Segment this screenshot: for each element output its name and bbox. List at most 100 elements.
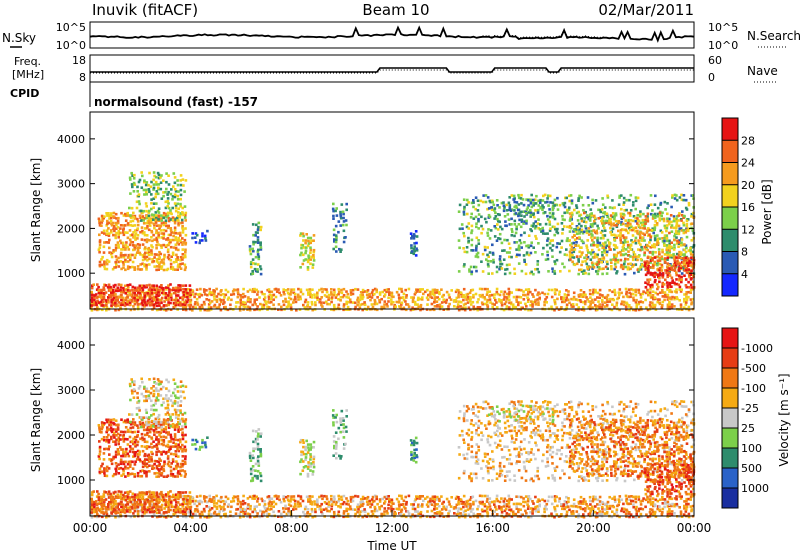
power-cell bbox=[157, 302, 161, 306]
velocity-cell bbox=[500, 511, 504, 514]
power-cell bbox=[562, 203, 566, 207]
power-cell bbox=[143, 305, 146, 308]
power-cell bbox=[381, 290, 384, 294]
velocity-cell bbox=[309, 502, 312, 506]
power-cell bbox=[169, 238, 173, 242]
power-cell bbox=[119, 260, 123, 263]
power-cell bbox=[618, 308, 621, 312]
power-cell bbox=[361, 288, 365, 292]
velocity-cell bbox=[184, 513, 188, 516]
power-cell bbox=[121, 296, 124, 300]
power-cell bbox=[687, 280, 690, 284]
power-cell bbox=[573, 228, 576, 232]
power-cell bbox=[561, 214, 564, 218]
velocity-cell bbox=[442, 505, 445, 508]
power-cell bbox=[215, 300, 219, 303]
power-cell bbox=[596, 239, 599, 242]
velocity-cell bbox=[553, 495, 557, 498]
velocity-cell bbox=[167, 505, 170, 509]
power-cell bbox=[574, 244, 577, 247]
power-cell bbox=[181, 248, 185, 251]
power-cell bbox=[130, 295, 134, 298]
power-cell bbox=[544, 201, 547, 204]
power-cell bbox=[608, 206, 612, 209]
power-cell bbox=[658, 268, 661, 272]
power-cell bbox=[171, 238, 175, 242]
power-cell bbox=[574, 230, 578, 233]
power-cell bbox=[339, 216, 343, 220]
velocity-cell bbox=[574, 515, 578, 518]
power-cell bbox=[191, 305, 195, 309]
velocity-cell bbox=[351, 499, 355, 503]
power-cell bbox=[258, 296, 261, 299]
power-cell bbox=[256, 253, 260, 256]
power-cell bbox=[681, 210, 684, 213]
velocity-cell bbox=[543, 510, 546, 514]
power-cell bbox=[169, 283, 172, 286]
power-cell bbox=[656, 273, 660, 277]
velocity-cell bbox=[290, 495, 293, 498]
velocity-cell bbox=[100, 502, 103, 505]
velocity-cell bbox=[219, 515, 223, 519]
power-cell bbox=[467, 306, 471, 309]
power-cell bbox=[517, 193, 520, 197]
power-cell bbox=[335, 236, 338, 239]
power-cell bbox=[180, 218, 184, 222]
power-cell bbox=[558, 250, 562, 254]
velocity-cell bbox=[426, 495, 429, 499]
velocity-cell bbox=[536, 500, 539, 503]
power-cell bbox=[679, 264, 683, 268]
power-cell bbox=[670, 290, 673, 294]
velocity-cell bbox=[405, 503, 408, 506]
power-cell bbox=[191, 236, 194, 240]
power-cell bbox=[639, 215, 642, 218]
power-cell bbox=[152, 171, 156, 174]
power-cell bbox=[583, 302, 587, 306]
power-cell bbox=[644, 291, 648, 295]
power-cell bbox=[143, 294, 147, 297]
power-cell bbox=[440, 305, 444, 308]
power-cell bbox=[486, 259, 490, 263]
power-cell bbox=[127, 253, 131, 257]
power-cell bbox=[656, 263, 659, 267]
power-cell bbox=[566, 225, 569, 229]
power-cell bbox=[296, 295, 300, 299]
power-cell bbox=[171, 195, 175, 198]
power-cell bbox=[436, 296, 439, 299]
power-cell bbox=[421, 296, 424, 299]
power-cell bbox=[114, 283, 117, 287]
power-cell bbox=[141, 258, 145, 262]
power-cell bbox=[107, 298, 110, 302]
power-cell bbox=[120, 241, 123, 245]
power-cell bbox=[306, 268, 310, 271]
power-cell bbox=[678, 267, 681, 270]
velocity-cell bbox=[524, 500, 527, 504]
power-cell bbox=[575, 303, 579, 306]
power-cell bbox=[136, 223, 140, 227]
power-cell bbox=[107, 301, 110, 304]
power-cell bbox=[556, 242, 559, 245]
power-cell bbox=[145, 263, 148, 267]
power-cell bbox=[651, 209, 654, 212]
power-cell bbox=[138, 284, 142, 288]
power-cell bbox=[524, 302, 527, 306]
power-cell bbox=[486, 234, 490, 237]
velocity-cell bbox=[282, 495, 285, 498]
power-cell bbox=[183, 254, 187, 257]
power-cell bbox=[173, 221, 177, 225]
velocity-cell bbox=[488, 497, 492, 500]
power-cell bbox=[513, 241, 516, 244]
velocity-cell bbox=[393, 511, 396, 514]
velocity-cell bbox=[330, 504, 334, 508]
power-cell bbox=[551, 213, 555, 217]
power-cell bbox=[109, 219, 113, 223]
power-cell bbox=[583, 211, 586, 215]
power-cell bbox=[596, 245, 599, 249]
power-cell bbox=[649, 288, 652, 291]
velocity-cell bbox=[100, 500, 103, 503]
power-cell bbox=[148, 303, 152, 307]
velocity-cell bbox=[234, 512, 238, 515]
power-cell bbox=[155, 284, 158, 288]
power-cell bbox=[123, 284, 127, 288]
velocity-cell bbox=[426, 505, 430, 508]
